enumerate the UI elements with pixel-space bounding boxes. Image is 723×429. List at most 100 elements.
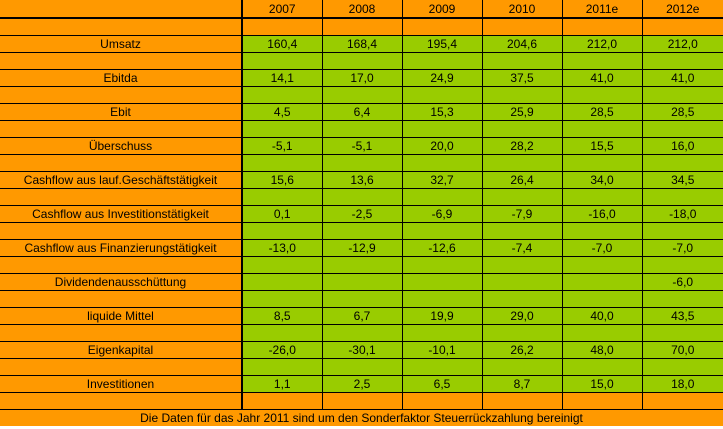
spacer-cell[interactable] [402,358,483,376]
value-cell[interactable] [482,273,563,291]
spacer-cell[interactable] [242,18,323,36]
spacer-cell[interactable] [562,154,643,172]
spacer-cell[interactable] [402,154,483,172]
spacer-cell[interactable] [642,324,723,342]
value-cell[interactable]: 8,5 [242,307,323,325]
value-cell[interactable]: 204,6 [482,35,563,53]
header-label-cell[interactable] [0,0,243,19]
spacer-cell[interactable] [482,188,563,206]
spacer-cell[interactable] [642,188,723,206]
spacer-cell[interactable] [402,188,483,206]
year-header-cell[interactable]: 2011e [562,0,643,19]
spacer-cell[interactable] [322,52,403,70]
value-cell[interactable]: 15,6 [242,171,323,189]
spacer-cell[interactable] [562,256,643,274]
spacer-cell[interactable] [242,392,323,410]
spacer-cell[interactable] [0,188,243,206]
spacer-cell[interactable] [0,86,243,104]
spacer-cell[interactable] [482,222,563,240]
spacer-cell[interactable] [482,358,563,376]
spacer-cell[interactable] [242,120,323,138]
spacer-cell[interactable] [242,52,323,70]
value-cell[interactable]: 19,9 [402,307,483,325]
value-cell[interactable]: -26,0 [242,341,323,359]
spacer-cell[interactable] [0,358,243,376]
spacer-cell[interactable] [242,154,323,172]
spacer-cell[interactable] [242,86,323,104]
spacer-cell[interactable] [562,290,643,308]
value-cell[interactable]: -6,0 [642,273,723,291]
year-header-cell[interactable]: 2008 [322,0,403,19]
spacer-cell[interactable] [322,120,403,138]
value-cell[interactable]: 41,0 [642,69,723,87]
spacer-cell[interactable] [642,222,723,240]
value-cell[interactable] [562,273,643,291]
spacer-cell[interactable] [562,52,643,70]
value-cell[interactable]: 34,5 [642,171,723,189]
spacer-cell[interactable] [322,18,403,36]
value-cell[interactable]: -10,1 [402,341,483,359]
spacer-cell[interactable] [482,18,563,36]
spacer-cell[interactable] [0,120,243,138]
value-cell[interactable]: -7,9 [482,205,563,223]
spacer-cell[interactable] [642,358,723,376]
value-cell[interactable]: 212,0 [562,35,643,53]
spacer-cell[interactable] [402,222,483,240]
spacer-cell[interactable] [0,52,243,70]
spacer-cell[interactable] [482,86,563,104]
value-cell[interactable]: 28,5 [562,103,643,121]
value-cell[interactable]: 26,2 [482,341,563,359]
value-cell[interactable]: 15,3 [402,103,483,121]
spacer-cell[interactable] [0,154,243,172]
spacer-cell[interactable] [482,52,563,70]
spacer-cell[interactable] [242,358,323,376]
value-cell[interactable]: 24,9 [402,69,483,87]
value-cell[interactable]: 4,5 [242,103,323,121]
spacer-cell[interactable] [562,18,643,36]
row-label-cell[interactable]: Cashflow aus Investitionstätigkeit [0,205,243,223]
spacer-cell[interactable] [242,290,323,308]
value-cell[interactable]: 40,0 [562,307,643,325]
spacer-cell[interactable] [242,188,323,206]
value-cell[interactable]: 15,5 [562,137,643,155]
spacer-cell[interactable] [402,324,483,342]
spacer-cell[interactable] [402,290,483,308]
year-header-cell[interactable]: 2010 [482,0,563,19]
value-cell[interactable]: 6,7 [322,307,403,325]
value-cell[interactable]: 28,5 [642,103,723,121]
value-cell[interactable]: 14,1 [242,69,323,87]
value-cell[interactable]: 0,1 [242,205,323,223]
value-cell[interactable]: -5,1 [322,137,403,155]
spacer-cell[interactable] [482,154,563,172]
spacer-cell[interactable] [402,86,483,104]
spacer-cell[interactable] [402,52,483,70]
spacer-cell[interactable] [322,392,403,410]
spacer-cell[interactable] [0,222,243,240]
value-cell[interactable]: -7,0 [642,239,723,257]
value-cell[interactable]: -2,5 [322,205,403,223]
year-header-cell[interactable]: 2009 [402,0,483,19]
value-cell[interactable]: 168,4 [322,35,403,53]
value-cell[interactable]: 43,5 [642,307,723,325]
spacer-cell[interactable] [642,120,723,138]
spacer-cell[interactable] [562,222,643,240]
value-cell[interactable]: 15,0 [562,375,643,393]
spacer-cell[interactable] [562,86,643,104]
spacer-cell[interactable] [322,290,403,308]
value-cell[interactable]: 8,7 [482,375,563,393]
spacer-cell[interactable] [402,392,483,410]
spacer-cell[interactable] [562,392,643,410]
value-cell[interactable]: 18,0 [642,375,723,393]
spacer-cell[interactable] [482,120,563,138]
value-cell[interactable]: 195,4 [402,35,483,53]
spacer-cell[interactable] [322,86,403,104]
value-cell[interactable]: 48,0 [562,341,643,359]
value-cell[interactable]: 29,0 [482,307,563,325]
row-label-cell[interactable]: Ebitda [0,69,243,87]
value-cell[interactable]: -5,1 [242,137,323,155]
value-cell[interactable]: 6,4 [322,103,403,121]
row-label-cell[interactable]: Eigenkapital [0,341,243,359]
spacer-cell[interactable] [642,52,723,70]
value-cell[interactable]: -13,0 [242,239,323,257]
row-label-cell[interactable]: Ebit [0,103,243,121]
